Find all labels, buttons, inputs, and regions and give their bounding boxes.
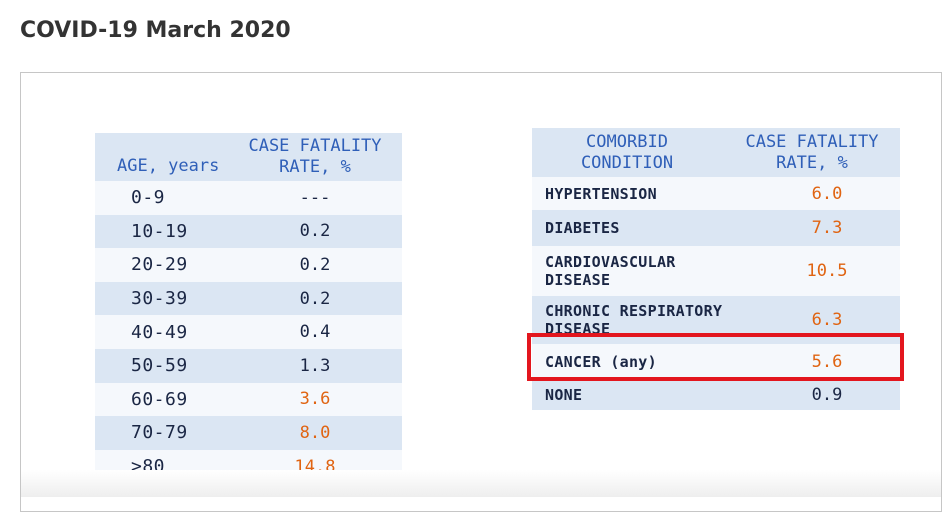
age-cell: 70-79 bbox=[131, 422, 188, 444]
cancer-highlight-box bbox=[527, 333, 904, 381]
condition-header: COMORBID CONDITION bbox=[580, 131, 674, 173]
rate-cell: 8.0 bbox=[299, 422, 331, 443]
age-table-row: 40-49 0.4 bbox=[95, 315, 402, 349]
rate-cell: 1.3 bbox=[299, 355, 331, 376]
age-table-row: 0-9 --- bbox=[95, 181, 402, 215]
comorbid-table-row: DIABETES 7.3 bbox=[532, 210, 900, 246]
comorbid-rate-cell: 6.0 bbox=[811, 183, 843, 204]
page-title: COVID-19 March 2020 bbox=[20, 18, 291, 43]
rate-cell: 0.4 bbox=[299, 322, 331, 343]
comorbid-rate-cell: 5.6 bbox=[811, 352, 843, 372]
condition-label: DIABETES bbox=[545, 219, 620, 237]
rate-cell: --- bbox=[299, 187, 331, 208]
comorbid-table-row: CANCER (any) 5.6 bbox=[532, 344, 900, 380]
age-cell: 40-49 bbox=[131, 321, 188, 343]
age-cell: 20-29 bbox=[131, 254, 188, 276]
age-table: AGE, years CASE FATALITY RATE, % 0-9 --- 1… bbox=[95, 133, 402, 484]
age-table-row: 70-79 8.0 bbox=[95, 416, 402, 450]
rate-cell: 0.2 bbox=[299, 221, 331, 242]
age-table-row: 60-69 3.6 bbox=[95, 382, 402, 417]
age-cell: 0-9 bbox=[131, 187, 166, 209]
condition-cell: CANCER (any) bbox=[545, 344, 775, 380]
age-cell: 50-59 bbox=[131, 355, 188, 377]
age-table-header: AGE, years CASE FATALITY RATE, % bbox=[95, 133, 402, 181]
rate-header: CASE FATALITY RATE, % bbox=[248, 136, 382, 177]
condition-label: HYPERTENSION bbox=[545, 184, 657, 203]
comorbid-table-row: NONE 0.9 bbox=[532, 380, 900, 410]
comorbid-table-row: CARDIOVASCULAR DISEASE 10.5 bbox=[532, 246, 900, 296]
age-table-row: 30-39 0.2 bbox=[95, 281, 402, 316]
rate-cell: 0.2 bbox=[299, 288, 331, 309]
condition-cell: DIABETES bbox=[545, 210, 775, 246]
age-table-row: 50-59 1.3 bbox=[95, 349, 402, 383]
condition-cell: CARDIOVASCULAR DISEASE bbox=[545, 246, 775, 296]
age-table-row: 10-19 0.2 bbox=[95, 214, 402, 249]
rate-cell: 0.2 bbox=[299, 254, 331, 275]
bottom-fade bbox=[21, 470, 941, 497]
comorbid-rate-cell: 10.5 bbox=[806, 261, 848, 281]
comorbid-table-row: HYPERTENSION 6.0 bbox=[532, 177, 900, 210]
condition-label: CANCER (any) bbox=[545, 353, 657, 371]
comorbid-table-header: COMORBID CONDITION CASE FATALITY RATE, % bbox=[532, 128, 900, 177]
comorbid-rate-cell: 6.3 bbox=[811, 310, 843, 330]
condition-label-line2: DISEASE bbox=[545, 271, 611, 289]
condition-label: NONE bbox=[545, 386, 583, 404]
comorbid-rate-cell: 0.9 bbox=[811, 385, 843, 405]
age-cell: 60-69 bbox=[131, 388, 188, 410]
comorbid-rate-cell: 7.3 bbox=[811, 218, 843, 238]
age-table-row: 20-29 0.2 bbox=[95, 248, 402, 282]
condition-label: CARDIOVASCULAR bbox=[545, 253, 676, 271]
age-cell: 10-19 bbox=[131, 220, 188, 242]
rate-cell: 3.6 bbox=[299, 389, 331, 410]
comorbid-rate-header: CASE FATALITY RATE, % bbox=[745, 131, 879, 173]
condition-label: CHRONIC RESPIRATORY bbox=[545, 302, 723, 320]
condition-cell: NONE bbox=[545, 380, 775, 410]
age-cell: 30-39 bbox=[131, 288, 188, 310]
condition-cell: HYPERTENSION bbox=[545, 177, 775, 210]
age-header: AGE, years bbox=[117, 156, 220, 176]
